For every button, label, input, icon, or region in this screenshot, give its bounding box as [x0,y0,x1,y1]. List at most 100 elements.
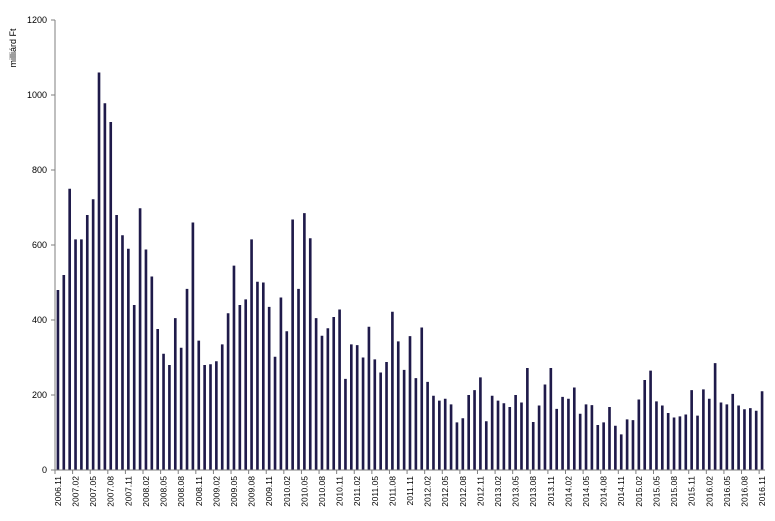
bar [361,357,365,470]
bar [326,328,330,470]
bar [232,265,236,471]
bar [590,405,594,471]
x-tick-label: 2013.02 [493,476,503,507]
bar [127,248,130,470]
bar [526,368,529,470]
bar [614,425,617,470]
x-tick-label: 2013.08 [528,476,538,507]
bar [103,103,107,470]
bar [690,390,693,471]
bar [760,391,764,470]
x-tick-label: 2008.11 [194,476,204,506]
bar [702,389,705,471]
y-tick-label: 1000 [27,90,47,100]
y-tick-label: 0 [42,465,47,475]
x-tick-label: 2016.08 [739,476,749,507]
bar [749,408,752,471]
bar [420,327,424,470]
bar [414,378,418,471]
x-tick-label: 2014.11 [616,476,626,506]
x-tick-label: 2008.08 [176,476,186,507]
bar [132,305,136,470]
y-tick-label: 1200 [27,15,47,25]
bar [467,395,470,470]
bar [596,425,600,470]
x-tick-label: 2007.08 [106,476,116,507]
x-tick-label: 2011.05 [370,476,380,506]
bar [56,290,60,470]
bar [285,331,289,470]
bar [461,418,465,470]
bar [373,359,377,471]
bar [432,395,435,470]
bar [367,326,371,470]
y-tick-label: 400 [32,315,47,325]
bar [426,381,429,471]
x-tick-label: 2009.11 [264,476,274,506]
x-tick-label: 2013.11 [546,476,556,506]
bar [109,122,113,470]
y-tick-label: 600 [32,240,47,250]
bar [97,72,101,470]
bar [567,398,570,470]
bar [173,318,177,471]
bar [578,413,582,470]
bar [355,345,359,471]
bar [631,420,635,471]
bar [655,401,658,471]
bar [520,402,523,470]
x-tick-label: 2012.08 [458,476,468,507]
bar [256,281,259,470]
bar [678,416,682,471]
bar [666,413,670,470]
bar [209,364,212,470]
bar [508,407,512,470]
bar [350,344,353,471]
bar [502,403,506,470]
x-tick-label: 2015.08 [669,476,679,507]
x-tick-label: 2013.05 [511,476,521,507]
bar [455,422,459,471]
bar [273,356,277,470]
bar [379,372,382,470]
x-tick-label: 2015.11 [687,476,697,506]
x-tick-label: 2010.08 [317,476,327,507]
bar [443,398,447,470]
bar [737,405,740,470]
x-tick-label: 2016.11 [757,476,767,506]
x-tick-label: 2008.05 [159,476,169,507]
bar [267,306,271,471]
x-tick-label: 2006.11 [53,476,63,506]
bar [584,404,588,471]
bar [80,239,83,470]
bar [215,361,218,470]
x-tick-label: 2007.02 [71,476,81,507]
bar [179,347,183,470]
bar [156,329,160,470]
x-tick-label: 2010.02 [282,476,292,507]
bar [408,336,412,471]
bar [608,407,611,470]
bar [121,235,124,470]
bar [344,378,347,471]
bar [238,305,242,470]
bar [91,199,95,470]
x-tick-label: 2012.05 [440,476,450,507]
bar [62,275,66,470]
bar [226,313,230,470]
bar [279,297,283,470]
bars-layer [56,72,764,471]
bar [68,188,71,470]
bar [297,288,300,471]
bar [496,400,500,471]
bar [713,363,717,471]
bar [150,276,154,470]
x-tick-label: 2012.02 [423,476,433,507]
bar [332,317,336,470]
y-tick-label: 800 [32,165,47,175]
x-tick-label: 2012.11 [475,476,485,506]
bar [719,402,723,470]
bar [473,390,476,471]
x-tick-label: 2016.05 [722,476,732,507]
